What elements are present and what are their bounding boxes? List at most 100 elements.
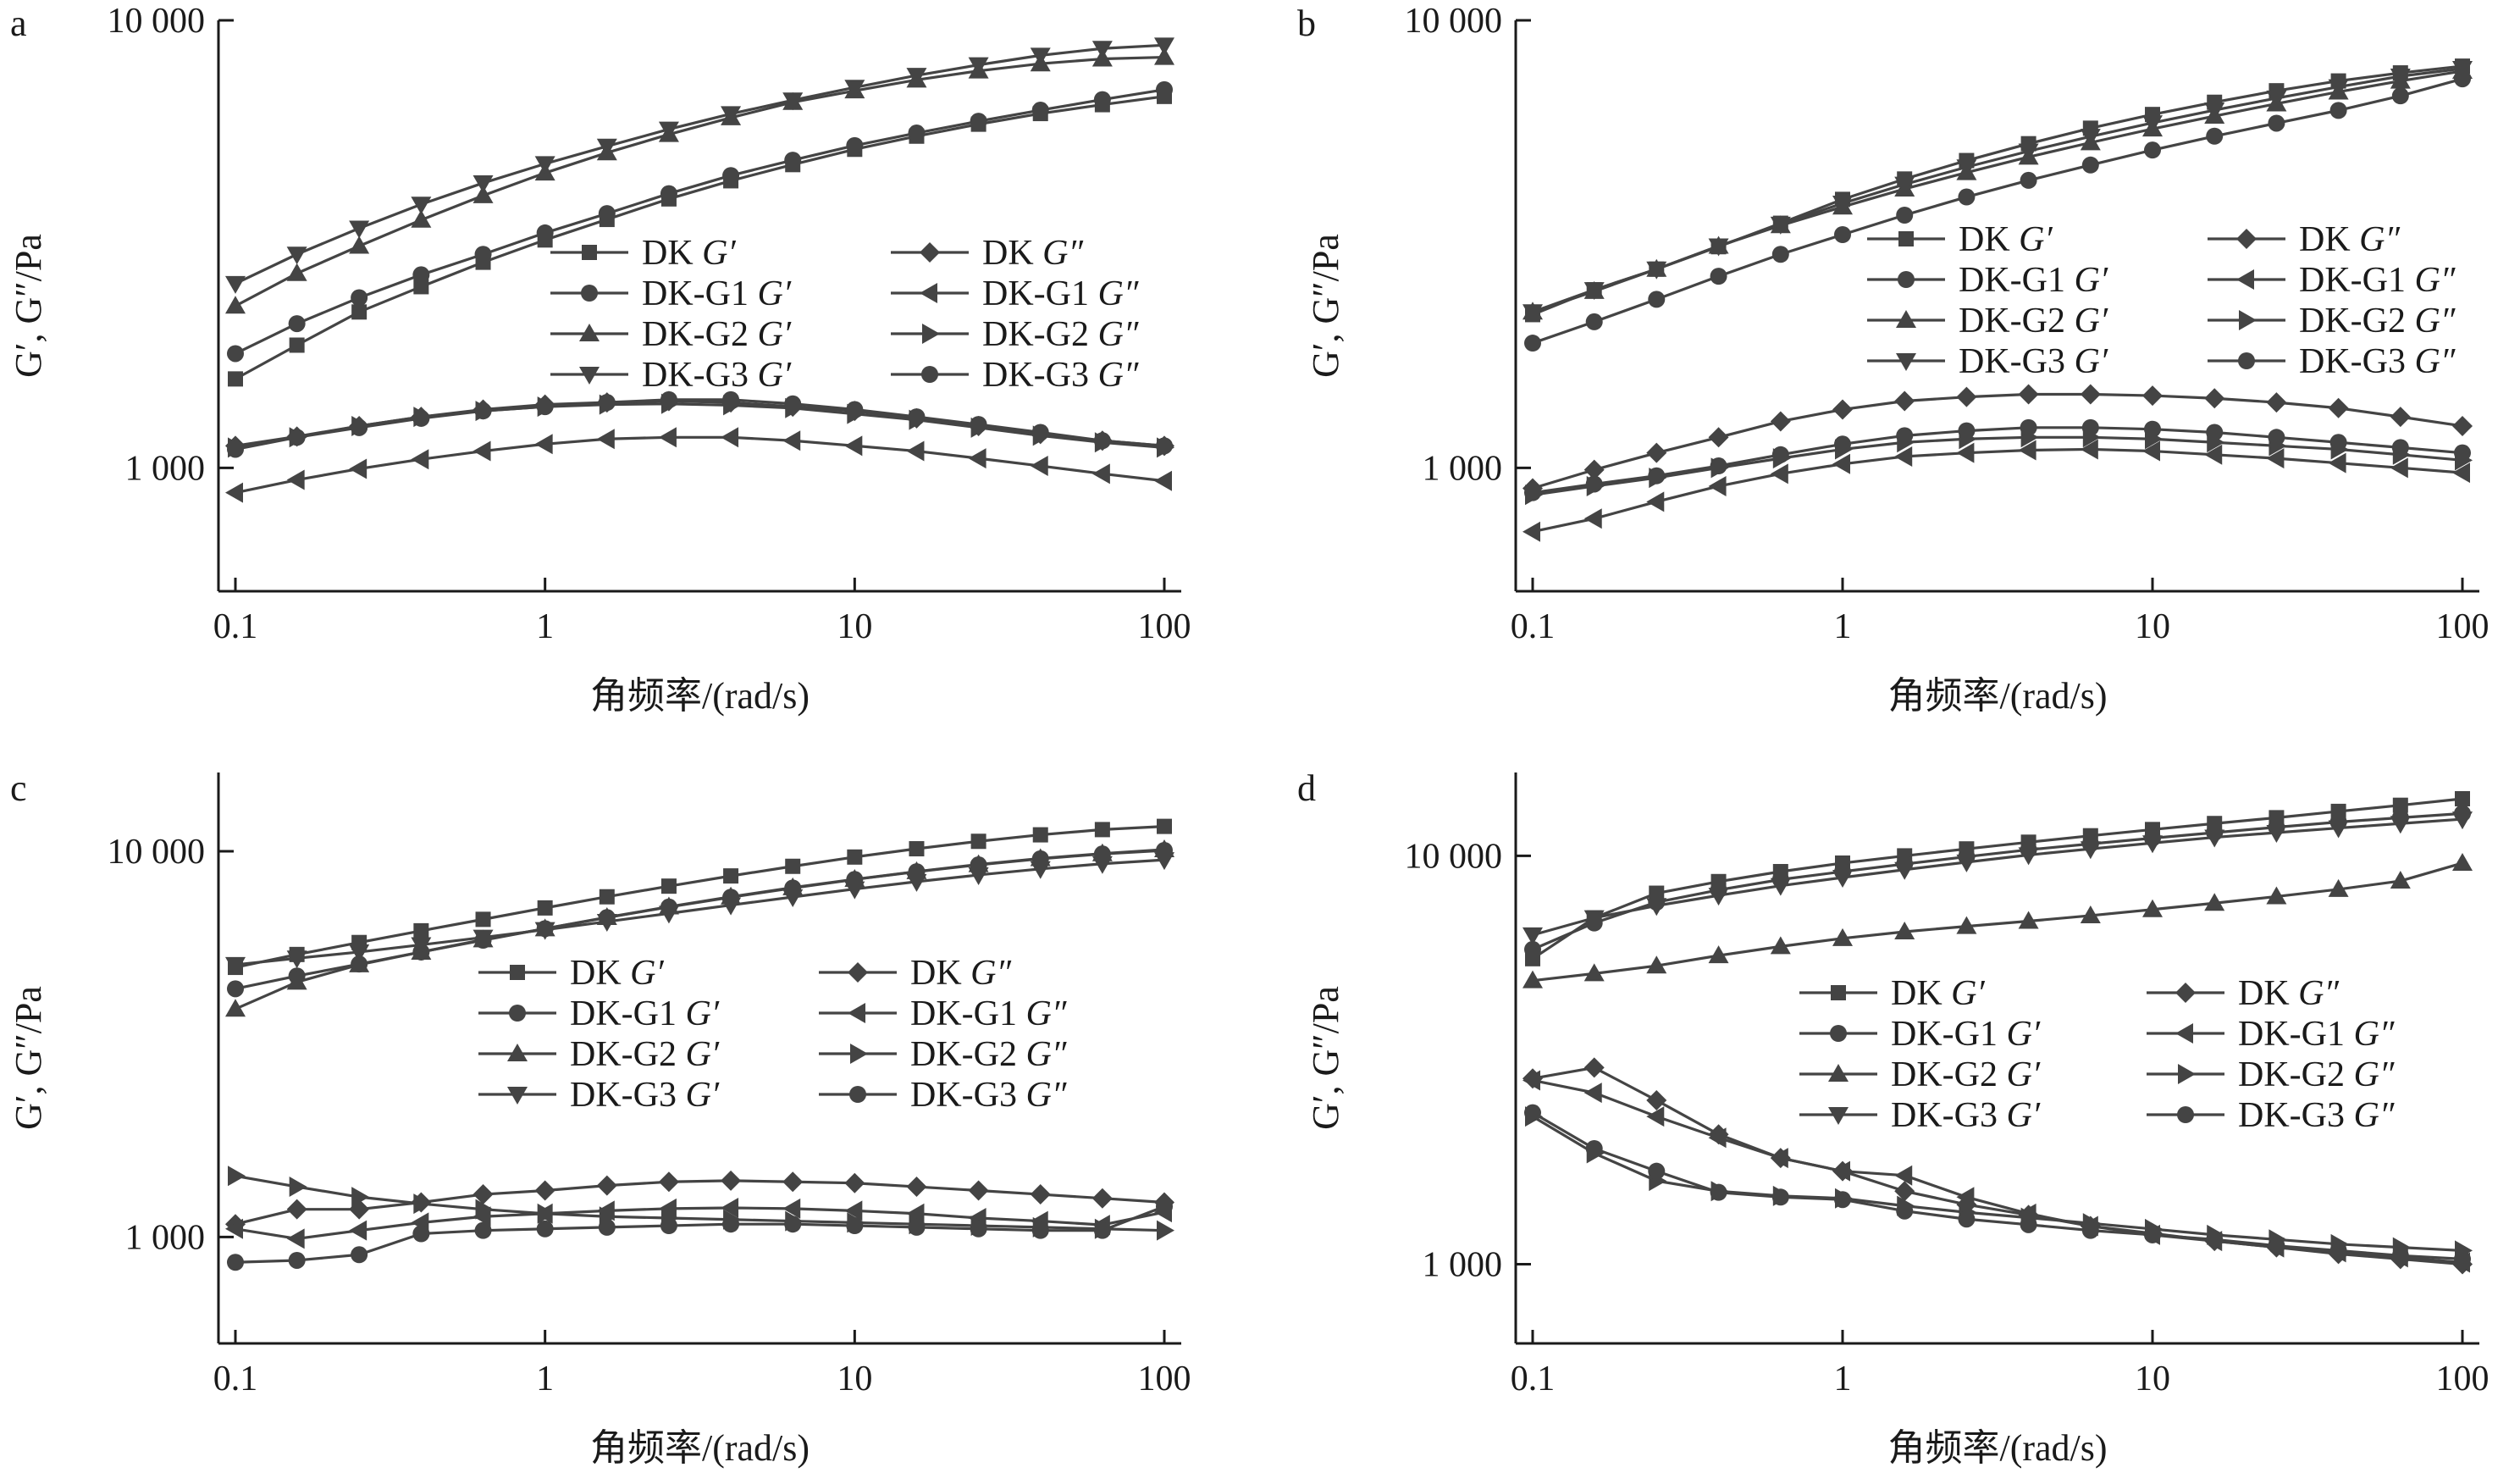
data-point [844, 1200, 863, 1221]
legend-label: DK G′ [570, 954, 665, 993]
data-point [2268, 114, 2285, 132]
data-point [2390, 69, 2411, 87]
data-point [1648, 1162, 1666, 1180]
legend: DK G′DK-G1 G′DK-G2 G′DK-G3 G′ DK G″DK-G1 … [1867, 220, 2456, 381]
data-point [1030, 1184, 1051, 1205]
data-point [227, 440, 244, 458]
legend-item: DK-G3 G″ [819, 1076, 1067, 1115]
data-point [968, 867, 989, 885]
data-point [2142, 115, 2163, 134]
legend-label: DK-G1 G′ [1959, 261, 2108, 300]
x-tick-label: 0.1 [1511, 1359, 1556, 1398]
data-point [1832, 928, 1853, 946]
legend-item: DK-G3 G′ [478, 1076, 720, 1115]
legend-label: DK-G1 G″ [982, 274, 1139, 313]
data-point [1834, 1191, 1851, 1209]
data-point [2020, 418, 2037, 436]
data-point [227, 1254, 244, 1271]
legend-marker [2239, 310, 2257, 330]
data-point [1091, 1188, 1113, 1209]
series-DK-G3-G″ [1524, 418, 2471, 501]
panel-b: b 0.1 1 10 100 1 000 10 000 角频率/(rad/s) G′, G″/P… [1297, 2, 2490, 717]
data-point [228, 1166, 246, 1187]
data-point [2142, 899, 2163, 917]
data-point [1585, 475, 1603, 493]
data-point [721, 897, 742, 916]
legend: DK G′DK-G1 G′DK-G2 G′DK-G3 G′ DK G″DK-G1 … [1799, 974, 2395, 1135]
data-point [599, 889, 615, 905]
legend-item: DK-G2 G″ [819, 1035, 1067, 1074]
data-point [1091, 463, 1110, 485]
data-point [1646, 491, 1665, 512]
series-line [235, 858, 1165, 966]
data-point [596, 429, 615, 450]
x-tick-label: 0.1 [213, 1359, 258, 1398]
x-tick-label: 10 [2135, 607, 2170, 646]
legend-item: DK-G2 G″ [891, 315, 1139, 354]
data-point [1522, 521, 1540, 542]
data-point [596, 138, 617, 157]
data-point [472, 175, 494, 194]
y-tick-label: 10 000 [108, 833, 206, 872]
data-point [411, 449, 429, 470]
data-point [534, 434, 553, 455]
legend-label: DK-G2 G′ [1959, 302, 2108, 341]
data-point [1585, 313, 1603, 330]
legend-marker [849, 1086, 866, 1103]
data-point [286, 246, 307, 265]
data-point [721, 1170, 742, 1191]
series-line [1532, 447, 2463, 534]
data-point [534, 1180, 555, 1201]
series-line [235, 95, 1165, 380]
data-point [658, 121, 679, 140]
data-point [225, 482, 243, 503]
series-line [235, 1179, 1165, 1226]
data-point [1894, 861, 1915, 880]
legend-label: DK-G1 G″ [2299, 261, 2456, 300]
data-point [1583, 910, 1605, 928]
series-line [235, 55, 1165, 307]
legend-marker [850, 1044, 868, 1064]
data-point [721, 106, 742, 125]
legend-marker [1896, 310, 1916, 328]
data-point [2452, 415, 2473, 436]
data-point [721, 1198, 739, 1219]
data-point [1770, 936, 1791, 955]
legend-label: DK-G3 G′ [570, 1076, 720, 1115]
legend-label: DK-G2 G″ [982, 315, 1139, 354]
data-point [1091, 41, 1113, 59]
panel-label: a [10, 3, 27, 44]
data-point [1154, 852, 1174, 871]
series-DK-G2-G″ [1525, 427, 2473, 506]
data-point [2328, 79, 2349, 97]
data-point [1956, 1187, 1975, 1208]
data-point [349, 1220, 368, 1241]
series-line [1532, 77, 2463, 345]
data-point [596, 914, 617, 933]
data-point [1708, 888, 1729, 906]
data-point [288, 429, 306, 446]
data-point [474, 1221, 492, 1239]
data-point [349, 954, 370, 972]
series-DK-G1-G″ [225, 427, 1172, 503]
data-point [1093, 432, 1111, 450]
legend-item: DK G″ [2208, 220, 2401, 259]
data-point [413, 279, 429, 295]
data-point [2206, 127, 2224, 145]
legend-item: DK-G2 G′ [478, 1035, 720, 1074]
data-point [1583, 963, 1605, 982]
series-line [235, 88, 1165, 355]
data-point [349, 220, 370, 239]
series-line [1532, 392, 2463, 490]
data-point [1030, 861, 1051, 879]
data-point [1646, 955, 1667, 974]
series-DK-G1-G′ [1524, 70, 2471, 352]
data-point [2268, 429, 2285, 446]
data-point [970, 113, 987, 130]
data-point [1522, 927, 1543, 945]
data-point [2266, 824, 2287, 843]
legend-marker [2236, 229, 2257, 249]
data-point [227, 980, 244, 998]
data-point [1896, 1202, 1914, 1220]
legend-label: DK-G1 G″ [2238, 1015, 2395, 1054]
